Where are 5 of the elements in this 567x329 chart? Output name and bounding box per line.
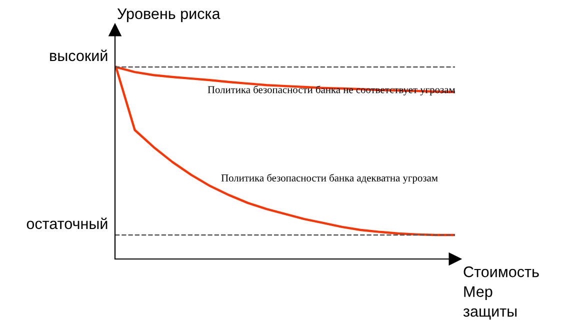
ref-line-label: высокий [50, 50, 108, 62]
series-label: Политика безопасности банка адекватна угрозам [221, 174, 438, 184]
x-axis-title: Стоимость Мер защиты [463, 266, 539, 320]
y-axis-title: Уровень риска [117, 8, 220, 22]
ref-line-label: остаточный [26, 218, 108, 230]
